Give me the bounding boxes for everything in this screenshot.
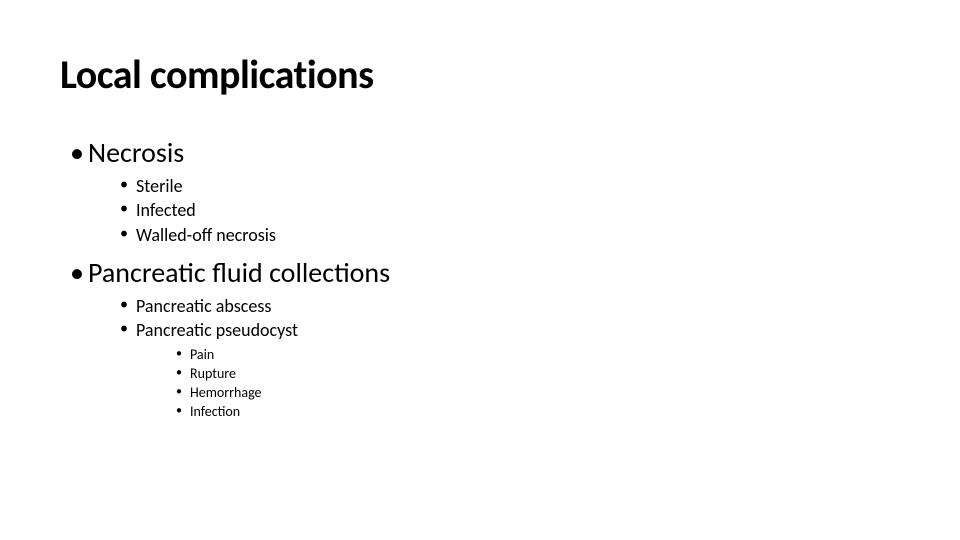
bullet-list-level2: Sterile Infected Walled-off necrosis <box>88 174 900 247</box>
bullet-item: Rupture <box>176 365 900 384</box>
bullet-item-necrosis: Necrosis Sterile Infected Walled-off nec… <box>70 135 900 247</box>
bullet-text: Infection <box>190 403 240 420</box>
bullet-text: Sterile <box>136 175 183 197</box>
slide-title: Local complications <box>60 50 900 99</box>
bullet-list-level1: Necrosis Sterile Infected Walled-off nec… <box>60 135 900 422</box>
bullet-item: Sterile <box>120 174 900 198</box>
bullet-item: Infected <box>120 198 900 222</box>
bullet-item-fluid-collections: Pancreatic fluid collections Pancreatic … <box>70 255 900 422</box>
bullet-text: Pancreatic abscess <box>136 295 271 317</box>
bullet-text: Walled-off necrosis <box>136 224 276 246</box>
bullet-item: Walled-off necrosis <box>120 223 900 247</box>
bullet-item: Hemorrhage <box>176 384 900 403</box>
bullet-text: Rupture <box>190 365 236 382</box>
bullet-text: Pancreatic fluid collections <box>88 255 390 290</box>
bullet-text: Pancreatic pseudocyst <box>136 319 298 341</box>
bullet-item: Pain <box>176 346 900 365</box>
bullet-list-level2: Pancreatic abscess Pancreatic pseudocyst… <box>88 294 900 422</box>
bullet-text: Hemorrhage <box>190 384 262 401</box>
bullet-text: Infected <box>136 199 196 221</box>
bullet-item: Pancreatic pseudocyst Pain Rupture Hemor… <box>120 318 900 422</box>
bullet-text: Pain <box>190 346 214 363</box>
bullet-text: Necrosis <box>88 135 184 170</box>
bullet-item: Infection <box>176 403 900 422</box>
bullet-item: Pancreatic abscess <box>120 294 900 318</box>
bullet-list-level3: Pain Rupture Hemorrhage Infection <box>136 346 900 422</box>
